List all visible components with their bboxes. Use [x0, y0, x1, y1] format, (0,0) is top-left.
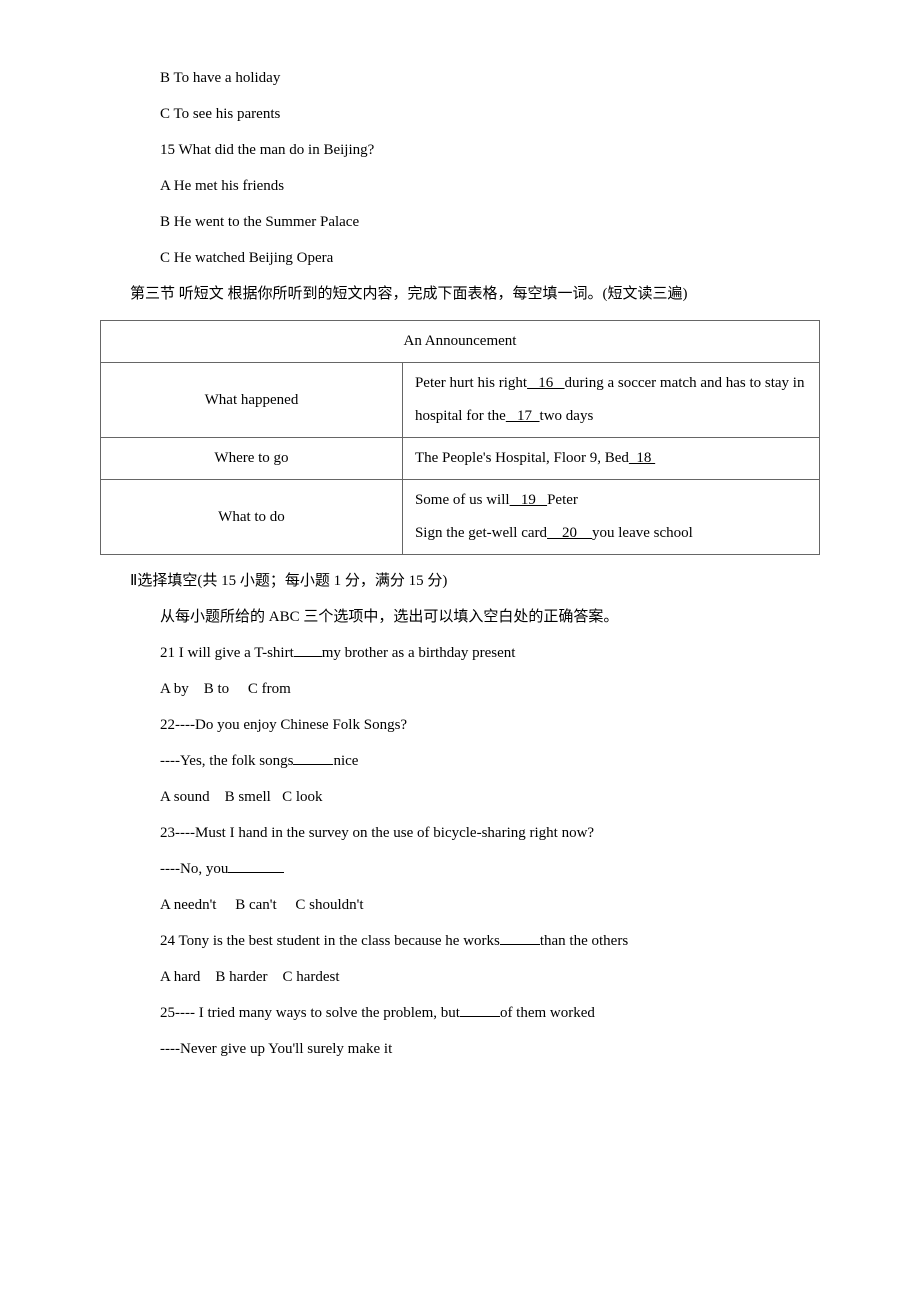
table-label: Where to go	[101, 438, 403, 480]
option-line: A He met his friends	[100, 168, 820, 204]
question-24-options: A hard B harder C hardest	[100, 959, 820, 995]
table-row: What happened Peter hurt his right 16 du…	[101, 363, 820, 438]
table-content: The People's Hospital, Floor 9, Bed 18	[402, 438, 819, 480]
text: 21 I will give a T-shirt	[160, 645, 294, 661]
text: Peter hurt his right	[415, 375, 527, 391]
blank	[228, 872, 284, 873]
question-25-stem: 25---- I tried many ways to solve the pr…	[100, 995, 820, 1031]
blank-17: 17	[506, 408, 540, 424]
text: nice	[333, 753, 358, 769]
blank	[460, 1016, 500, 1017]
text: you leave school	[592, 525, 693, 541]
option-line: C He watched Beijing Opera	[100, 240, 820, 276]
text: Sign the get-well card	[415, 525, 547, 541]
text: 24 Tony is the best student in the class…	[160, 933, 500, 949]
table-row: What to do Some of us will 19 Peter Sign…	[101, 480, 820, 555]
part-title: Ⅱ选择填空(共 15 小题；每小题 1 分，满分 15 分)	[100, 563, 820, 599]
table-title: An Announcement	[101, 321, 820, 363]
question-22-response: ----Yes, the folk songs nice	[100, 743, 820, 779]
question-22-options: A sound B smell C look	[100, 779, 820, 815]
table-row: Where to go The People's Hospital, Floor…	[101, 438, 820, 480]
part-instruction: 从每小题所给的 ABC 三个选项中，选出可以填入空白处的正确答案。	[100, 599, 820, 635]
text: Some of us will	[415, 492, 510, 508]
option-line: B To have a holiday	[100, 60, 820, 96]
question-24-stem: 24 Tony is the best student in the class…	[100, 923, 820, 959]
option-line: B He went to the Summer Palace	[100, 204, 820, 240]
table-row: An Announcement	[101, 321, 820, 363]
blank-18: 18	[629, 450, 655, 466]
blank	[500, 944, 540, 945]
text: ----No, you	[160, 861, 228, 877]
blank-19: 19	[510, 492, 548, 508]
text: Peter	[547, 492, 578, 508]
text: The People's Hospital, Floor 9, Bed	[415, 450, 629, 466]
table-content: Some of us will 19 Peter Sign the get-we…	[402, 480, 819, 555]
blank-20: 20	[547, 525, 592, 541]
text: my brother as a birthday present	[322, 645, 516, 661]
blank	[293, 764, 333, 765]
question-21-stem: 21 I will give a T-shirt my brother as a …	[100, 635, 820, 671]
question-25-response: ----Never give up You'll surely make it	[100, 1031, 820, 1067]
text: ----Yes, the folk songs	[160, 753, 293, 769]
text: of them worked	[500, 1005, 595, 1021]
question-21-options: A by B to C from	[100, 671, 820, 707]
text: 25---- I tried many ways to solve the pr…	[160, 1005, 460, 1021]
question-23-options: A needn't B can't C shouldn't	[100, 887, 820, 923]
question-23-response: ----No, you	[100, 851, 820, 887]
blank	[294, 656, 322, 657]
section-instruction: 第三节 听短文 根据你所听到的短文内容，完成下面表格，每空填一词。(短文读三遍)	[100, 276, 820, 312]
option-line: C To see his parents	[100, 96, 820, 132]
text: than the others	[540, 933, 628, 949]
question-22-stem: 22----Do you enjoy Chinese Folk Songs?	[100, 707, 820, 743]
question-23-stem: 23----Must I hand in the survey on the u…	[100, 815, 820, 851]
announcement-table: An Announcement What happened Peter hurt…	[100, 320, 820, 555]
table-label: What happened	[101, 363, 403, 438]
question-line: 15 What did the man do in Beijing?	[100, 132, 820, 168]
text: two days	[540, 408, 594, 424]
blank-16: 16	[527, 375, 565, 391]
table-label: What to do	[101, 480, 403, 555]
table-content: Peter hurt his right 16 during a soccer …	[402, 363, 819, 438]
